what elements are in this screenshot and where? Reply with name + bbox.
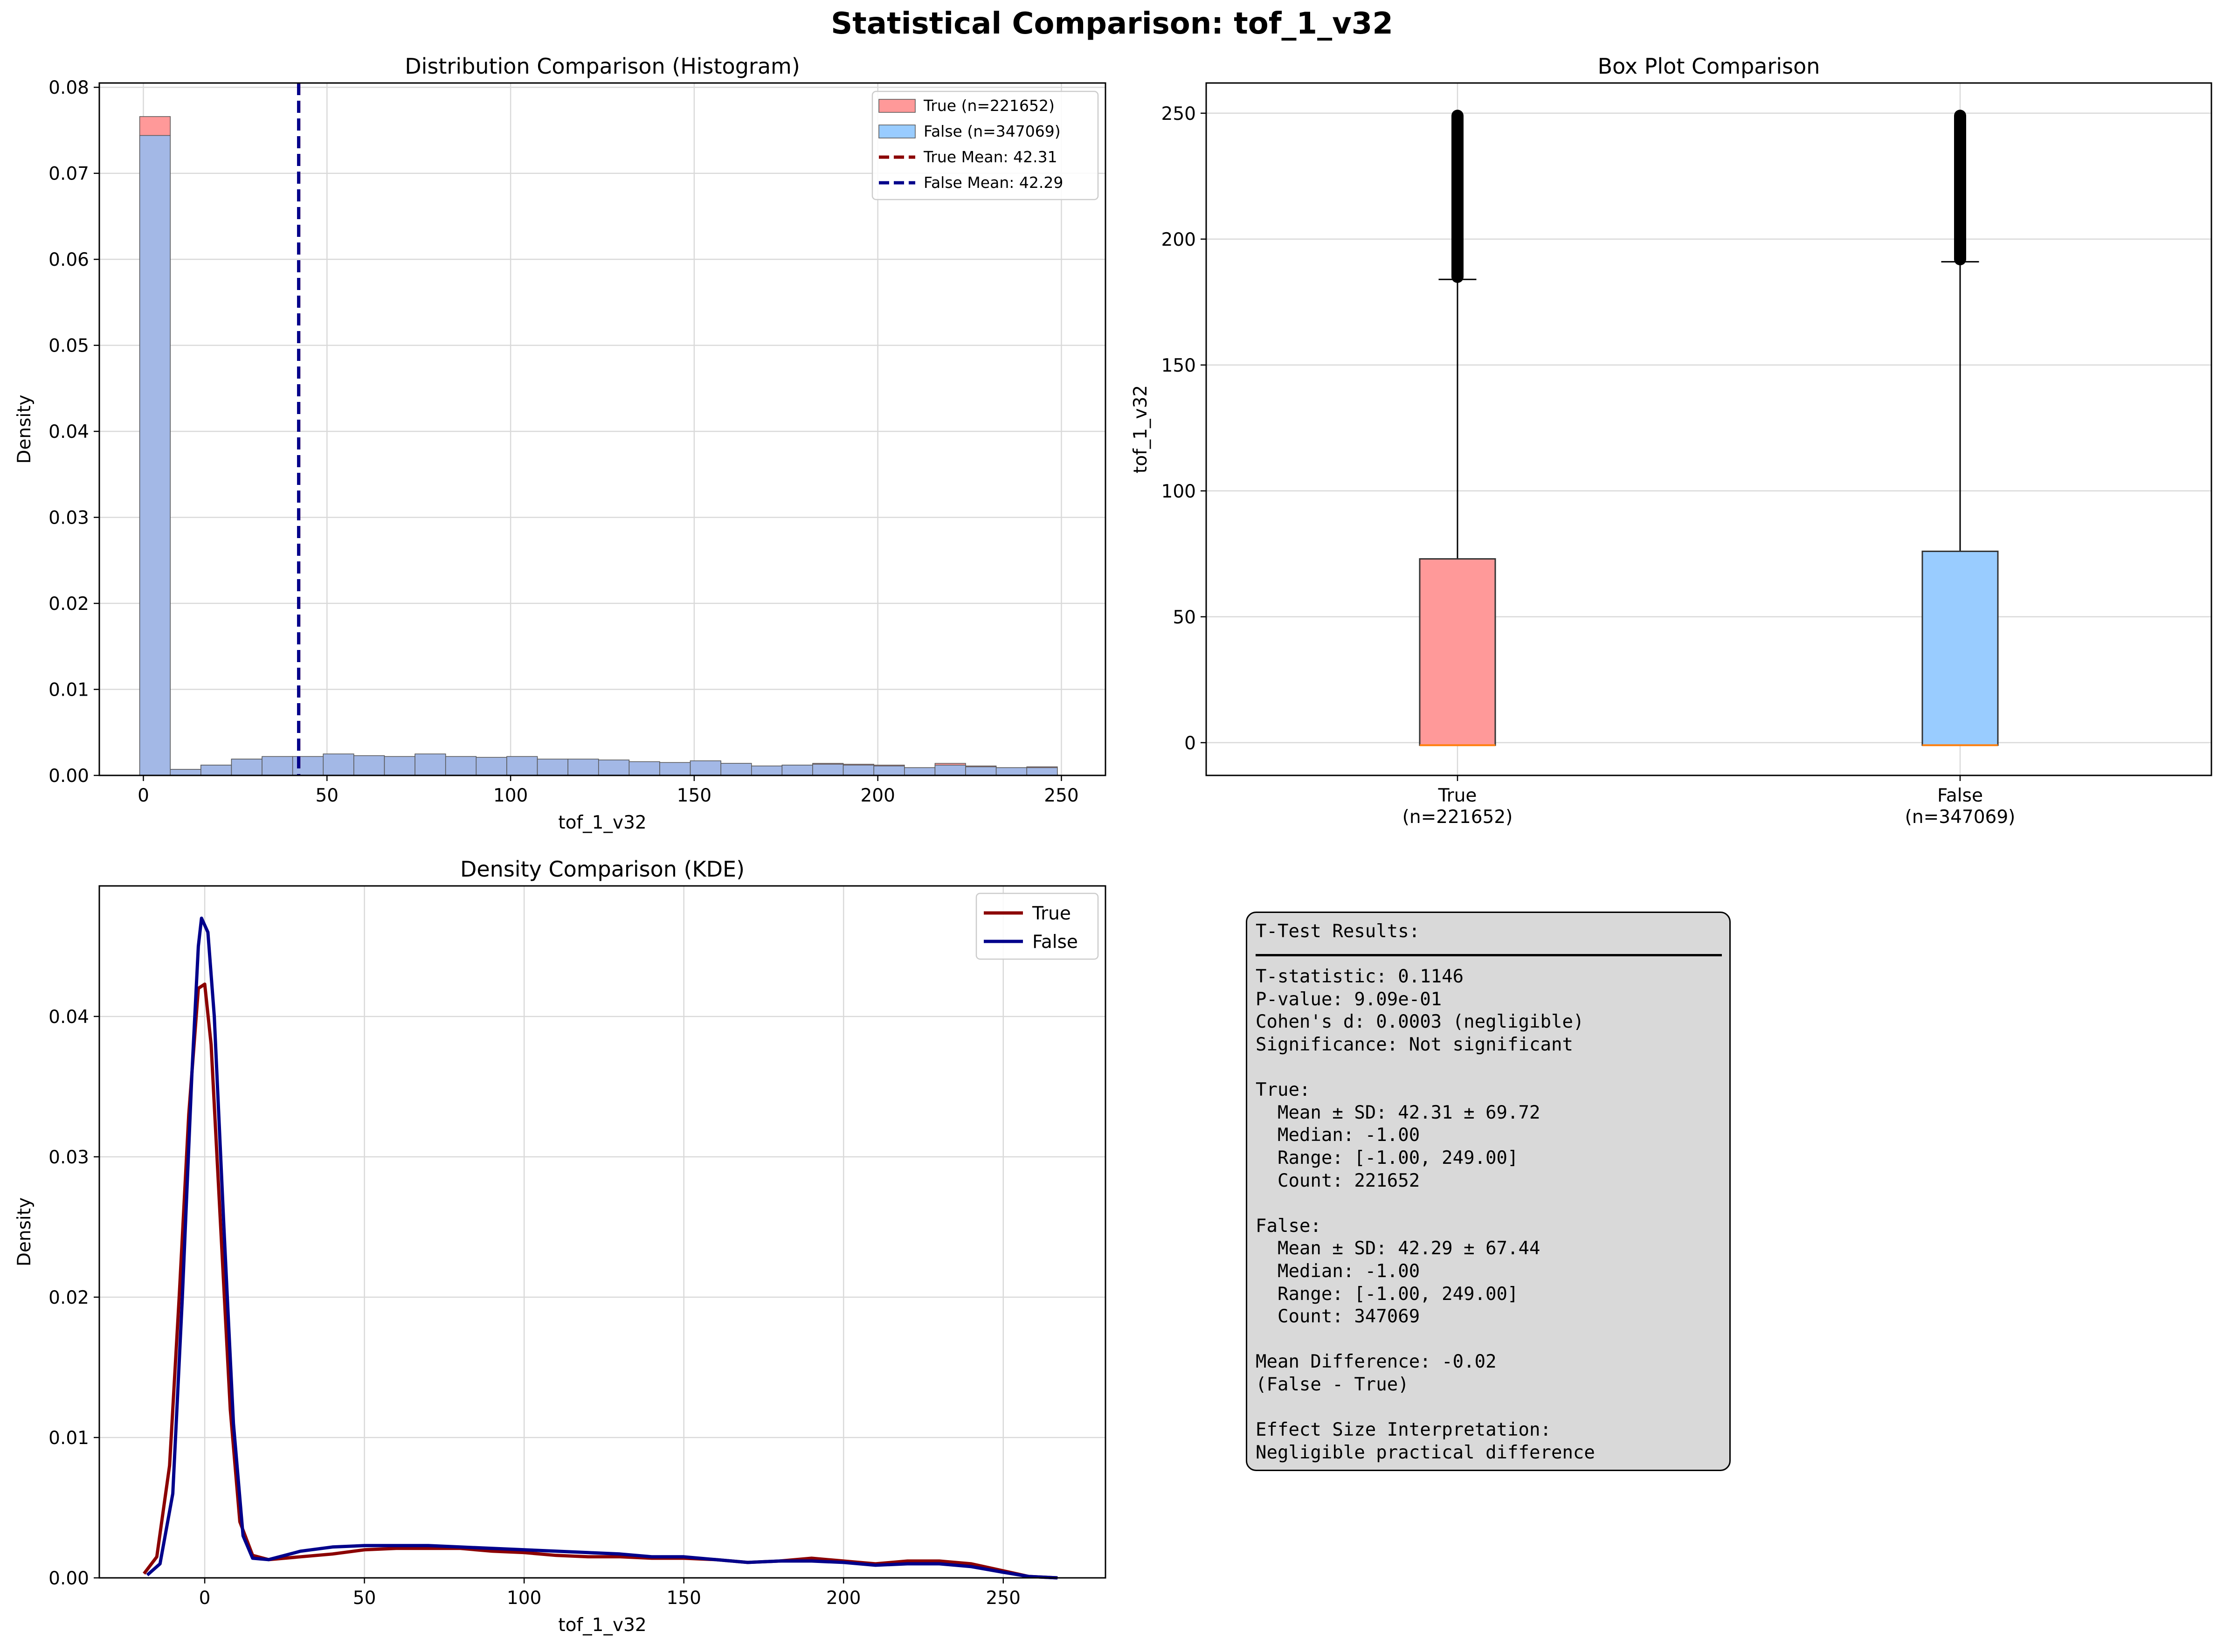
box-frame xyxy=(1205,82,2212,776)
hist-bar-false xyxy=(567,759,599,776)
hist-xtick-label: 200 xyxy=(860,785,895,806)
box-title: Box Plot Comparison xyxy=(1598,54,1820,79)
kde-line-true xyxy=(143,982,1058,1580)
hist-bar-false xyxy=(781,765,813,776)
kde-ytick-label: 0.00 xyxy=(48,1568,89,1589)
hist-bar-false xyxy=(384,756,415,776)
kde-line-false xyxy=(146,916,1058,1580)
box-ytick-label: 150 xyxy=(1161,355,1196,376)
box-ylabel: tof_1_v32 xyxy=(1130,385,1151,473)
hist-bar-false xyxy=(139,135,171,776)
hist-ytick-label: 0.08 xyxy=(48,77,89,98)
hist-bar-false xyxy=(873,765,905,776)
hist-ytick-label: 0.05 xyxy=(48,336,89,357)
hist-bar-false xyxy=(690,760,721,776)
kde-xtick-label: 50 xyxy=(353,1588,376,1609)
hist-legend-label: False (n=347069) xyxy=(924,122,1061,140)
hist-ytick-label: 0.01 xyxy=(48,680,89,701)
box-xtick-label: False xyxy=(1937,785,1983,806)
hist-bar-false xyxy=(476,757,507,776)
hist-bar-false xyxy=(720,763,752,776)
ttest-results-divider xyxy=(1256,954,1722,956)
hist-legend-label: True (n=221652) xyxy=(923,97,1055,115)
hist-title: Distribution Comparison (Histogram) xyxy=(405,54,800,79)
kde-ytick-label: 0.02 xyxy=(48,1287,89,1308)
hist-xtick-label: 150 xyxy=(677,785,711,806)
kde-ytick-label: 0.01 xyxy=(48,1428,89,1449)
hist-xtick-label: 50 xyxy=(315,785,338,806)
hist-bar-false xyxy=(629,761,660,776)
hist-bar-false xyxy=(965,766,997,776)
ttest-results-box: T-Test Results: T-statistic: 0.1146 P-va… xyxy=(1246,912,1731,1471)
hist-bar-false xyxy=(812,764,844,776)
hist-xlabel: tof_1_v32 xyxy=(558,812,646,833)
kde-xtick-label: 100 xyxy=(507,1588,541,1609)
hist-bar-false xyxy=(751,765,783,776)
box-xtick-label: True xyxy=(1438,785,1477,806)
hist-bar-false xyxy=(537,759,568,776)
hist-bar-false xyxy=(843,765,874,776)
box-ytick-label: 250 xyxy=(1161,104,1196,124)
hist-legend-swatch xyxy=(878,99,916,113)
hist-bar-false xyxy=(1026,767,1058,776)
hist-legend xyxy=(871,90,1099,200)
ttest-results-text: T-Test Results: T-statistic: 0.1146 P-va… xyxy=(1256,921,1595,1463)
box-xtick-label: (n=347069) xyxy=(1905,807,2016,828)
hist-ytick-label: 0.04 xyxy=(48,422,89,442)
box-ytick-label: 0 xyxy=(1184,733,1196,754)
hist-legend-swatch xyxy=(878,124,916,138)
box-false xyxy=(1921,550,1999,746)
kde-legend-label: True xyxy=(1032,903,1071,924)
hist-xtick-label: 250 xyxy=(1044,785,1078,806)
hist-bar-false xyxy=(200,765,232,776)
hist-bar-false xyxy=(659,762,691,776)
kde-xtick-label: 250 xyxy=(986,1588,1021,1609)
kde-title: Density Comparison (KDE) xyxy=(460,857,745,882)
hist-bar-false xyxy=(231,759,262,776)
kde-xtick-label: 150 xyxy=(666,1588,701,1609)
hist-ytick-label: 0.00 xyxy=(48,766,89,787)
kde-legend-label: False xyxy=(1032,932,1078,953)
box-ytick-label: 50 xyxy=(1173,607,1196,628)
hist-bar-false xyxy=(598,760,630,776)
box-true xyxy=(1419,558,1496,746)
hist-bar-false xyxy=(414,753,446,776)
figure-title: Statistical Comparison: tof_1_v32 xyxy=(831,7,1393,41)
box-ytick-label: 200 xyxy=(1161,229,1196,250)
kde-frame xyxy=(98,885,1106,1579)
kde-ytick-label: 0.04 xyxy=(48,1007,89,1028)
hist-bar-false xyxy=(170,769,201,776)
box-xtick-label: (n=221652) xyxy=(1402,807,1513,828)
hist-xtick-label: 0 xyxy=(138,785,149,806)
hist-bar-false xyxy=(262,756,293,776)
hist-bar-false xyxy=(995,767,1027,776)
kde-xtick-label: 0 xyxy=(199,1588,211,1609)
kde-ytick-label: 0.03 xyxy=(48,1147,89,1168)
hist-bar-false xyxy=(445,756,477,776)
hist-legend-label: False Mean: 42.29 xyxy=(924,173,1063,192)
kde-ylabel: Density xyxy=(14,1197,35,1266)
hist-ytick-label: 0.03 xyxy=(48,508,89,529)
hist-bar-false xyxy=(506,756,538,776)
hist-bar-false xyxy=(323,753,354,776)
hist-ylabel: Density xyxy=(14,394,35,463)
hist-ytick-label: 0.07 xyxy=(48,164,89,185)
hist-bar-false xyxy=(934,765,966,776)
hist-ytick-label: 0.02 xyxy=(48,594,89,615)
box-ytick-label: 100 xyxy=(1161,481,1196,502)
kde-xlabel: tof_1_v32 xyxy=(558,1615,646,1636)
hist-bar-false xyxy=(353,755,385,776)
hist-legend-label: True Mean: 42.31 xyxy=(923,148,1057,166)
hist-frame xyxy=(98,82,1106,776)
hist-xtick-label: 100 xyxy=(493,785,528,806)
kde-xtick-label: 200 xyxy=(826,1588,861,1609)
hist-bar-false xyxy=(904,767,936,776)
hist-ytick-label: 0.06 xyxy=(48,249,89,270)
